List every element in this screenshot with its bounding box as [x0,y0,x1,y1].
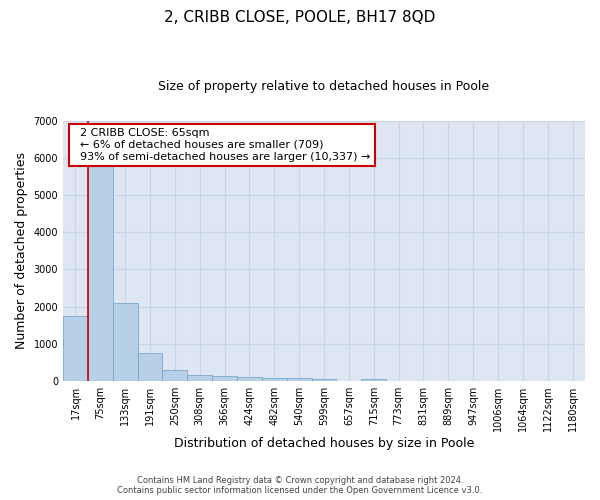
Bar [88,164,113,381]
Bar [212,376,237,381]
Bar [113,303,137,381]
Bar [137,353,163,381]
Bar [237,377,262,381]
Text: 2, CRIBB CLOSE, POOLE, BH17 8QD: 2, CRIBB CLOSE, POOLE, BH17 8QD [164,10,436,25]
Text: 2 CRIBB CLOSE: 65sqm
  ← 6% of detached houses are smaller (709)
  93% of semi-d: 2 CRIBB CLOSE: 65sqm ← 6% of detached ho… [73,128,371,162]
Title: Size of property relative to detached houses in Poole: Size of property relative to detached ho… [158,80,490,93]
Bar [361,379,386,381]
Bar [262,378,287,381]
Bar [287,378,311,381]
Bar [311,379,337,381]
Y-axis label: Number of detached properties: Number of detached properties [15,152,28,350]
Bar [63,316,88,381]
Text: Contains HM Land Registry data © Crown copyright and database right 2024.
Contai: Contains HM Land Registry data © Crown c… [118,476,482,495]
Bar [163,370,187,381]
Bar [187,375,212,381]
X-axis label: Distribution of detached houses by size in Poole: Distribution of detached houses by size … [174,437,474,450]
